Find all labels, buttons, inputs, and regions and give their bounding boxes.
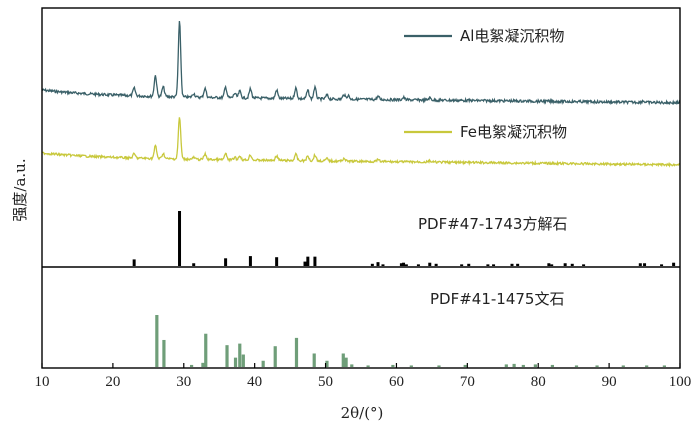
x-tick-label-40: 40 bbox=[247, 374, 262, 390]
x-tick-label-90: 90 bbox=[602, 374, 617, 390]
x-axis-label: 2θ/(°) bbox=[341, 404, 384, 422]
x-tick-label-30: 30 bbox=[176, 374, 191, 390]
x-tick-label-100: 100 bbox=[669, 374, 692, 390]
reference-label-1: PDF#47-1743方解石 bbox=[418, 215, 567, 233]
reference-label-2: PDF#41-1475文石 bbox=[430, 290, 564, 308]
y-axis-label: 强度/a.u. bbox=[11, 158, 29, 221]
legend: Al电絮凝沉积物 Fe电絮凝沉积物 PDF#47-1743方解石 PDF#41-147… bbox=[404, 27, 567, 308]
x-tick-label-60: 60 bbox=[389, 374, 404, 390]
x-tick-label-80: 80 bbox=[531, 374, 546, 390]
x-axis: 10 20 30 40 50 60 70 80 90 100 bbox=[35, 363, 692, 390]
series-line-2 bbox=[41, 117, 680, 168]
legend-label-2: Fe电絮凝沉积物 bbox=[460, 123, 567, 141]
x-tick-label-20: 20 bbox=[105, 374, 120, 390]
x-tick-label-50: 50 bbox=[318, 374, 333, 390]
axes-frame bbox=[41, 7, 681, 369]
plot-border bbox=[41, 7, 681, 369]
series-line-1 bbox=[41, 21, 681, 106]
legend-label-1: Al电絮凝沉积物 bbox=[460, 27, 564, 45]
plot-area bbox=[41, 21, 681, 367]
x-tick-label-10: 10 bbox=[35, 374, 50, 390]
x-tick-label-70: 70 bbox=[460, 374, 475, 390]
